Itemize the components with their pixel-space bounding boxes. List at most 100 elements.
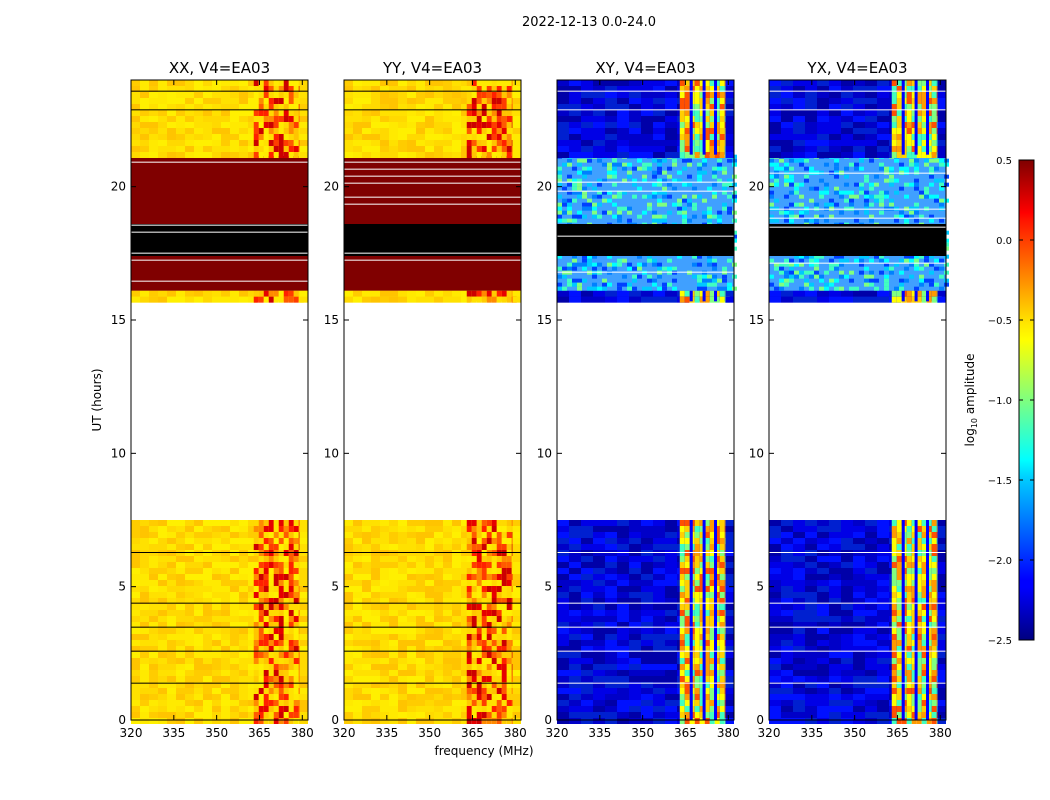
- heatmap-cell: [569, 538, 581, 544]
- heatmap-cell: [185, 146, 194, 152]
- heatmap-cell: [481, 538, 487, 544]
- heatmap-cell: [569, 622, 581, 628]
- heatmap-cell: [709, 296, 715, 303]
- heatmap-cell: [353, 140, 362, 146]
- heatmap-cell: [891, 646, 897, 652]
- heatmap-cell: [273, 706, 279, 712]
- heatmap-cell: [622, 206, 627, 211]
- saturated-block: [131, 154, 308, 291]
- heatmap-cell: [916, 544, 922, 550]
- heatmap-cell: [416, 712, 425, 718]
- heatmap-cell: [496, 646, 502, 652]
- heatmap-cell: [299, 682, 308, 688]
- heatmap-cell: [299, 296, 308, 303]
- heatmap-cell: [931, 664, 937, 670]
- heatmap-cell: [617, 700, 629, 706]
- heatmap-cell: [203, 92, 212, 98]
- heatmap-cell: [149, 568, 158, 574]
- heatmap-cell: [371, 140, 380, 146]
- heatmap-cell: [607, 162, 612, 167]
- heatmap-cell: [512, 544, 521, 550]
- heatmap-cell: [719, 110, 725, 116]
- heatmap-cell: [906, 658, 912, 664]
- heatmap-cell: [581, 652, 593, 658]
- heatmap-cell: [353, 544, 362, 550]
- heatmap-cell: [593, 290, 605, 297]
- heatmap-cell: [865, 676, 877, 682]
- heatmap-cell: [911, 544, 917, 550]
- heatmap-cell: [629, 110, 641, 116]
- heatmap-cell: [471, 556, 477, 562]
- heatmap-cell: [471, 706, 477, 712]
- heatmap-cell: [230, 562, 239, 568]
- heatmap-cell: [714, 152, 720, 158]
- heatmap-cell: [719, 646, 725, 652]
- heatmap-cell: [371, 628, 380, 634]
- heatmap-cell: [221, 634, 230, 640]
- heatmap-cell: [512, 616, 521, 622]
- heatmap-cell: [557, 622, 569, 628]
- heatmap-cell: [916, 718, 922, 724]
- heatmap-cell: [416, 640, 425, 646]
- heatmap-cell: [569, 146, 581, 152]
- heatmap-cell: [248, 670, 257, 676]
- heatmap-cell: [158, 658, 167, 664]
- heatmap-cell: [581, 116, 593, 122]
- heatmap-cell: [725, 628, 734, 634]
- heatmap-cell: [687, 158, 692, 163]
- heatmap-cell: [694, 694, 700, 700]
- heatmap-cell: [476, 706, 482, 712]
- heatmap-cell: [299, 646, 308, 652]
- heatmap-cell: [937, 628, 946, 634]
- heatmap-cell: [416, 646, 425, 652]
- heatmap-cell: [230, 80, 239, 86]
- heatmap-cell: [434, 640, 443, 646]
- heatmap-cell: [725, 544, 734, 550]
- heatmap-cell: [662, 266, 667, 271]
- heatmap-cell: [569, 122, 581, 128]
- rfi-gap-line: [689, 520, 693, 720]
- heatmap-cell: [582, 214, 587, 219]
- heatmap-cell: [829, 544, 841, 550]
- heatmap-cell: [185, 700, 194, 706]
- heatmap-cell: [248, 544, 257, 550]
- heatmap-cell: [672, 158, 677, 163]
- heatmap-cell: [140, 592, 149, 598]
- heatmap-cell: [131, 646, 140, 652]
- heatmap-cell: [299, 134, 308, 140]
- heatmap-cell: [712, 278, 717, 283]
- heatmap-cell: [203, 694, 212, 700]
- heatmap-cell: [253, 712, 259, 718]
- heatmap-cell: [268, 86, 274, 92]
- heatmap-cell: [769, 706, 781, 712]
- heatmap-cell: [380, 92, 389, 98]
- heatmap-cell: [567, 282, 572, 287]
- heatmap-cell: [425, 122, 434, 128]
- heatmap-cell: [605, 592, 617, 598]
- heatmap-cell: [653, 676, 665, 682]
- heatmap-cell: [679, 622, 685, 628]
- heatmap-cell: [268, 616, 274, 622]
- heatmap-cell: [486, 610, 492, 616]
- heatmap-cell: [769, 616, 781, 622]
- heatmap-cell: [288, 80, 294, 86]
- heatmap-cell: [371, 712, 380, 718]
- flag-line: [344, 626, 521, 628]
- heatmap-cell: [389, 122, 398, 128]
- heatmap-cell: [293, 104, 299, 110]
- heatmap-cell: [829, 592, 841, 598]
- heatmap-cell: [679, 694, 685, 700]
- heatmap-cell: [853, 628, 865, 634]
- heatmap-cell: [362, 98, 371, 104]
- heatmap-cell: [293, 152, 299, 158]
- heatmap-cell: [268, 122, 274, 128]
- heatmap-cell: [344, 146, 353, 152]
- heatmap-cell: [486, 676, 492, 682]
- heatmap-cell: [230, 580, 239, 586]
- heatmap-cell: [684, 718, 690, 724]
- heatmap-cell: [185, 676, 194, 682]
- heatmap-cell: [268, 80, 274, 86]
- heatmap-cell: [841, 532, 853, 538]
- heatmap-cell: [253, 532, 259, 538]
- heatmap-cell: [637, 266, 642, 271]
